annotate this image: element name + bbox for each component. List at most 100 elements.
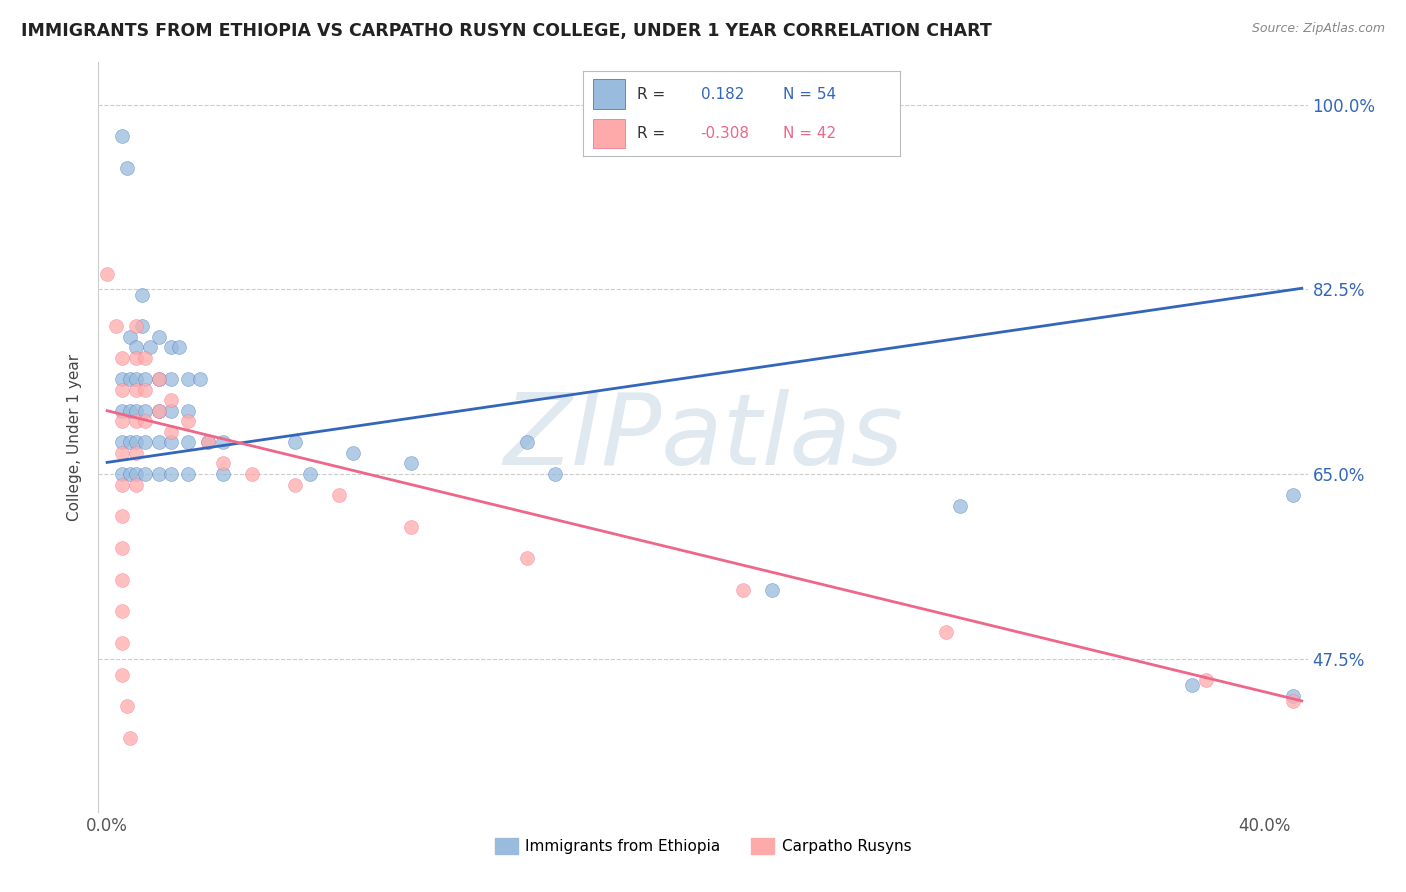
Point — [342, 446, 364, 460]
Point — [1195, 673, 1218, 687]
Point — [110, 446, 132, 460]
Point — [328, 488, 350, 502]
Text: N = 54: N = 54 — [783, 87, 837, 102]
Point — [1282, 488, 1305, 502]
Point — [110, 467, 132, 481]
Point — [110, 604, 132, 618]
Point — [117, 161, 139, 175]
Point — [211, 435, 233, 450]
Point — [125, 403, 148, 417]
Point — [117, 699, 139, 714]
Point — [125, 477, 148, 491]
Point — [159, 393, 181, 408]
Point — [110, 351, 132, 365]
Point — [935, 625, 957, 640]
Point — [134, 467, 156, 481]
Point — [134, 383, 156, 397]
Point — [159, 340, 181, 354]
Point — [110, 509, 132, 524]
Text: -0.308: -0.308 — [700, 126, 749, 141]
Point — [134, 414, 156, 428]
Point — [284, 477, 307, 491]
Point — [148, 372, 170, 386]
Point — [131, 319, 153, 334]
Point — [110, 383, 132, 397]
Point — [159, 435, 181, 450]
Point — [159, 403, 181, 417]
Point — [120, 731, 142, 745]
Point — [211, 467, 233, 481]
Y-axis label: College, Under 1 year: College, Under 1 year — [67, 353, 83, 521]
Point — [1282, 694, 1305, 708]
Text: R =: R = — [637, 126, 665, 141]
Point — [125, 319, 148, 334]
Bar — [593, 119, 624, 148]
Point — [211, 457, 233, 471]
Point — [120, 403, 142, 417]
Point — [96, 267, 118, 281]
Point — [949, 499, 972, 513]
Text: ZIPatlas: ZIPatlas — [503, 389, 903, 485]
Point — [177, 414, 200, 428]
Point — [134, 435, 156, 450]
Point — [148, 330, 170, 344]
Text: N = 42: N = 42 — [783, 126, 837, 141]
Point — [125, 467, 148, 481]
Point — [177, 435, 200, 450]
Point — [399, 520, 422, 534]
Point — [110, 403, 132, 417]
Point — [104, 319, 127, 334]
Point — [284, 435, 307, 450]
Point — [177, 372, 200, 386]
Bar — [593, 79, 624, 109]
Point — [110, 573, 132, 587]
Point — [148, 403, 170, 417]
Point — [110, 477, 132, 491]
Point — [159, 372, 181, 386]
Point — [125, 372, 148, 386]
Legend: Immigrants from Ethiopia, Carpatho Rusyns: Immigrants from Ethiopia, Carpatho Rusyn… — [489, 832, 917, 860]
Point — [197, 435, 219, 450]
Point — [139, 340, 162, 354]
Point — [134, 403, 156, 417]
Point — [120, 330, 142, 344]
Point — [177, 467, 200, 481]
Text: IMMIGRANTS FROM ETHIOPIA VS CARPATHO RUSYN COLLEGE, UNDER 1 YEAR CORRELATION CHA: IMMIGRANTS FROM ETHIOPIA VS CARPATHO RUS… — [21, 22, 991, 40]
Point — [131, 287, 153, 301]
Point — [148, 467, 170, 481]
Point — [515, 435, 537, 450]
Point — [134, 351, 156, 365]
Point — [110, 541, 132, 555]
Point — [515, 551, 537, 566]
Point — [197, 435, 219, 450]
Point — [188, 372, 211, 386]
Point — [159, 425, 181, 439]
Point — [125, 340, 148, 354]
Point — [159, 467, 181, 481]
Point — [298, 467, 321, 481]
Point — [1282, 689, 1305, 703]
Text: R =: R = — [637, 87, 665, 102]
Point — [148, 403, 170, 417]
Point — [120, 435, 142, 450]
Point — [761, 583, 783, 598]
Point — [110, 435, 132, 450]
Point — [125, 383, 148, 397]
Point — [125, 446, 148, 460]
Point — [240, 467, 263, 481]
Point — [544, 467, 567, 481]
Point — [120, 372, 142, 386]
Point — [120, 467, 142, 481]
Point — [134, 372, 156, 386]
Point — [733, 583, 755, 598]
Text: Source: ZipAtlas.com: Source: ZipAtlas.com — [1251, 22, 1385, 36]
Point — [1181, 678, 1204, 692]
Point — [110, 636, 132, 650]
Point — [148, 435, 170, 450]
Point — [169, 340, 191, 354]
Point — [177, 403, 200, 417]
Text: 0.182: 0.182 — [700, 87, 744, 102]
Point — [110, 667, 132, 681]
Point — [399, 457, 422, 471]
Point — [125, 435, 148, 450]
